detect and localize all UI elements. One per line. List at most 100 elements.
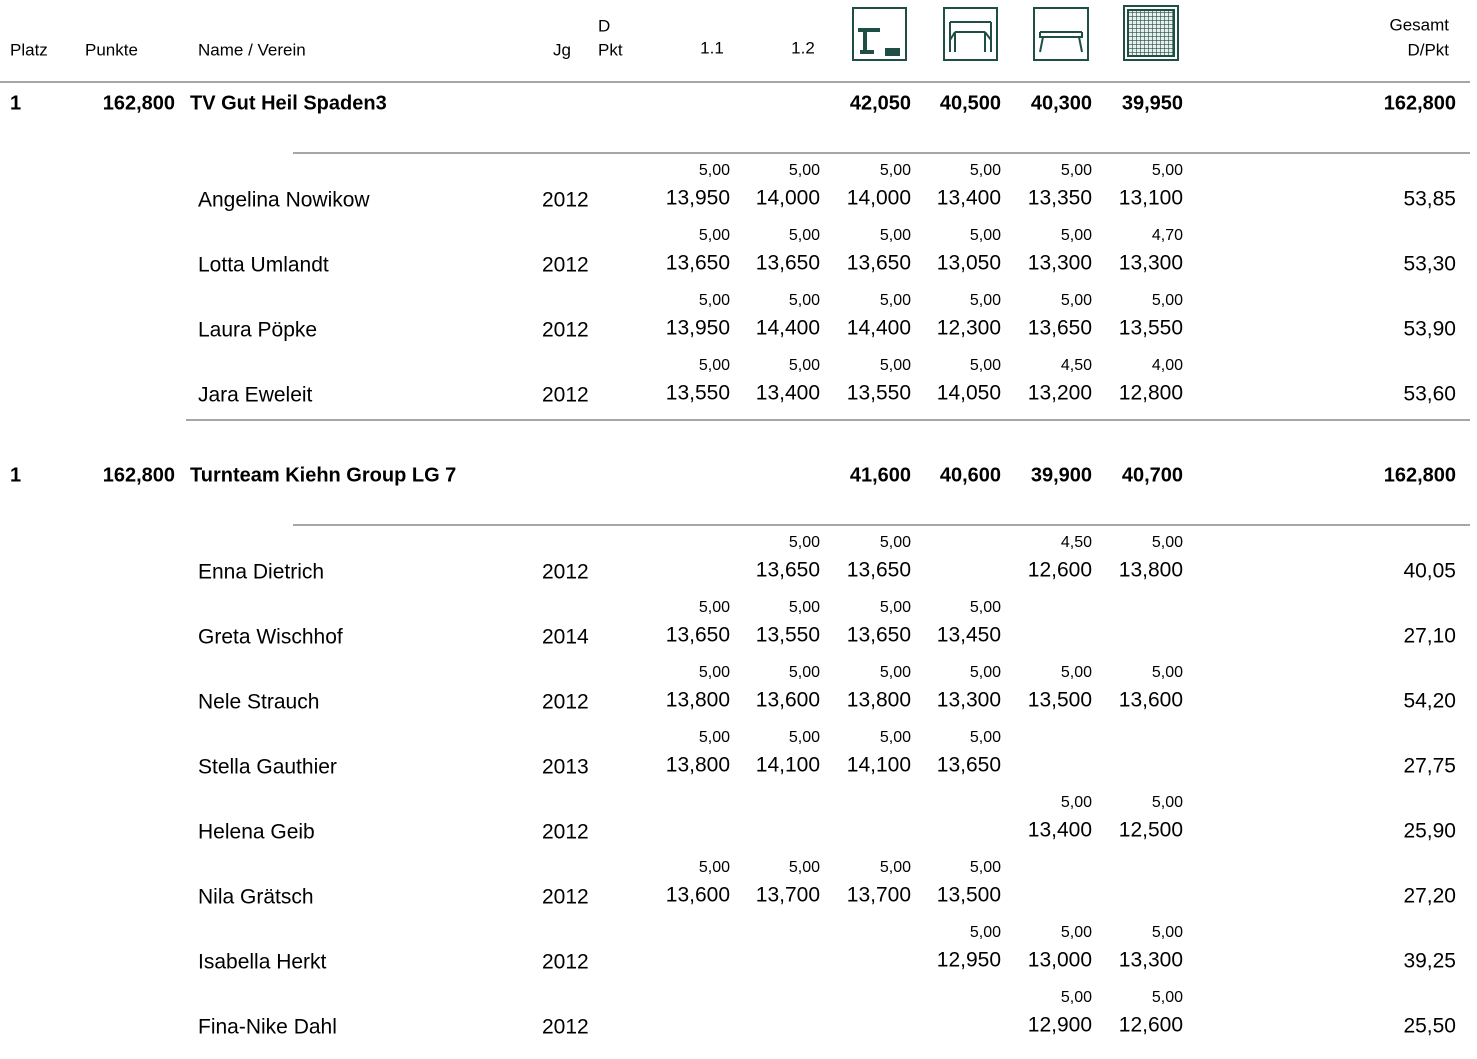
header-col2: 1.2 [791, 38, 815, 57]
d-score: 5,00 [699, 162, 730, 179]
score: 13,200 [1028, 382, 1092, 405]
team-name: Turnteam Kiehn Group LG 7 [190, 464, 456, 486]
d-score: 5,00 [699, 664, 730, 681]
team-apparatus-total: 42,050 [850, 92, 911, 114]
athlete-name: Laura Pöpke [198, 319, 317, 342]
score: 13,300 [1028, 252, 1092, 275]
d-score: 5,00 [1152, 534, 1183, 551]
athlete-name: Jara Eweleit [198, 384, 313, 407]
header-total-2: D/Pkt [1407, 40, 1449, 59]
athlete-total: 53,85 [1403, 188, 1456, 211]
score: 12,950 [937, 949, 1001, 972]
d-score: 5,00 [1152, 794, 1183, 811]
score: 12,800 [1119, 382, 1183, 405]
score: 13,600 [1119, 689, 1183, 712]
d-score: 5,00 [880, 292, 911, 309]
athlete-total: 53,30 [1403, 253, 1456, 276]
score: 14,000 [756, 187, 820, 210]
header-year: Jg [553, 40, 571, 59]
score: 13,300 [937, 689, 1001, 712]
d-score: 5,00 [1061, 664, 1092, 681]
d-score: 5,00 [1152, 989, 1183, 1006]
team-place: 1 [10, 92, 21, 114]
d-score: 5,00 [789, 599, 820, 616]
vault-icon [852, 7, 907, 61]
team-place: 1 [10, 464, 21, 486]
athlete-total: 27,20 [1403, 885, 1456, 908]
athlete-year: 2012 [542, 1016, 589, 1039]
d-score: 5,00 [880, 599, 911, 616]
d-score: 5,00 [699, 729, 730, 746]
d-score: 5,00 [1152, 162, 1183, 179]
score: 14,400 [756, 317, 820, 340]
score: 13,650 [666, 252, 730, 275]
score: 13,000 [1028, 949, 1092, 972]
d-score: 5,00 [880, 664, 911, 681]
d-score: 5,00 [970, 162, 1001, 179]
score: 13,650 [847, 624, 911, 647]
athlete-name: Greta Wischhof [198, 626, 343, 649]
athlete-year: 2012 [542, 886, 589, 909]
d-score: 5,00 [1061, 227, 1092, 244]
team-apparatus-total: 39,900 [1031, 464, 1092, 486]
score: 14,000 [847, 187, 911, 210]
score: 13,550 [1119, 317, 1183, 340]
d-score: 5,00 [699, 599, 730, 616]
athlete-name: Fina-Nike Dahl [198, 1016, 337, 1039]
d-score: 4,50 [1061, 357, 1092, 374]
score: 13,650 [756, 559, 820, 582]
score: 12,900 [1028, 1014, 1092, 1037]
athlete-total: 53,90 [1403, 318, 1456, 341]
athlete-year: 2012 [542, 189, 589, 212]
score: 13,400 [756, 382, 820, 405]
athlete-name: Angelina Nowikow [198, 189, 370, 212]
score: 13,050 [937, 252, 1001, 275]
score: 13,300 [1119, 949, 1183, 972]
d-score: 5,00 [970, 357, 1001, 374]
d-score: 5,00 [880, 729, 911, 746]
athlete-total: 25,50 [1403, 1015, 1456, 1038]
athlete-name: Helena Geib [198, 821, 315, 844]
athlete-total: 40,05 [1403, 560, 1456, 583]
d-score: 4,70 [1152, 227, 1183, 244]
athlete-total: 39,25 [1403, 950, 1456, 973]
d-score: 5,00 [970, 859, 1001, 876]
score: 13,800 [666, 689, 730, 712]
athlete-year: 2012 [542, 691, 589, 714]
score: 13,800 [666, 754, 730, 777]
score: 12,500 [1119, 819, 1183, 842]
score: 13,500 [937, 884, 1001, 907]
score: 13,650 [666, 624, 730, 647]
header-total: Gesamt [1389, 15, 1449, 34]
score: 12,600 [1028, 559, 1092, 582]
d-score: 5,00 [1152, 664, 1183, 681]
d-score: 5,00 [789, 729, 820, 746]
score: 13,800 [1119, 559, 1183, 582]
athlete-name: Stella Gauthier [198, 756, 337, 779]
d-score: 5,00 [880, 227, 911, 244]
d-score: 5,00 [789, 534, 820, 551]
d-score: 5,00 [789, 227, 820, 244]
athlete-year: 2012 [542, 254, 589, 277]
header-d: D [598, 16, 610, 35]
score: 13,450 [937, 624, 1001, 647]
athlete-year: 2012 [542, 951, 589, 974]
athlete-name: Enna Dietrich [198, 561, 324, 584]
score: 13,650 [1028, 317, 1092, 340]
athlete-name: Nila Grätsch [198, 886, 314, 909]
score: 13,700 [756, 884, 820, 907]
athlete-total: 27,75 [1403, 755, 1456, 778]
header-d-pkt: Pkt [598, 40, 623, 59]
score: 13,650 [847, 252, 911, 275]
team-points: 162,800 [103, 92, 175, 114]
athlete-total: 54,20 [1403, 690, 1456, 713]
d-score: 5,00 [1061, 292, 1092, 309]
d-score: 4,00 [1152, 357, 1183, 374]
score: 13,950 [666, 317, 730, 340]
team-apparatus-total: 41,600 [850, 464, 911, 486]
score: 14,050 [937, 382, 1001, 405]
d-score: 5,00 [970, 599, 1001, 616]
score: 14,100 [847, 754, 911, 777]
bars-icon [943, 7, 998, 61]
